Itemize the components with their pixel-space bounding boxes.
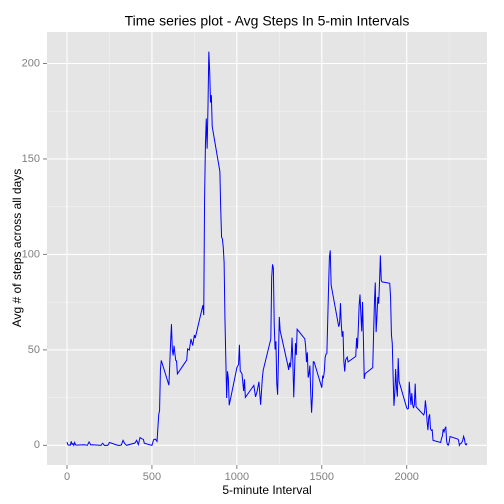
line (66, 51, 468, 447)
x-tick-label: 2000 (394, 471, 418, 483)
x-tick-label: 500 (143, 471, 161, 483)
x-tick-label: 0 (64, 471, 70, 483)
x-tick-label: 1500 (310, 471, 334, 483)
y-axis-label: Avg # of steps across all days (10, 169, 24, 328)
x-tick-label: 1000 (225, 471, 249, 483)
y-tick-label: 200 (22, 57, 40, 69)
y-tick-label: 50 (28, 344, 40, 356)
y-tick-label: 100 (22, 248, 40, 260)
y-tick-label: 150 (22, 153, 40, 165)
x-axis-label: 5-minute Interval (222, 483, 311, 497)
chart-title: Time series plot - Avg Steps In 5-min In… (125, 13, 410, 29)
panel (47, 32, 487, 465)
y-tick-label: 0 (34, 439, 40, 451)
